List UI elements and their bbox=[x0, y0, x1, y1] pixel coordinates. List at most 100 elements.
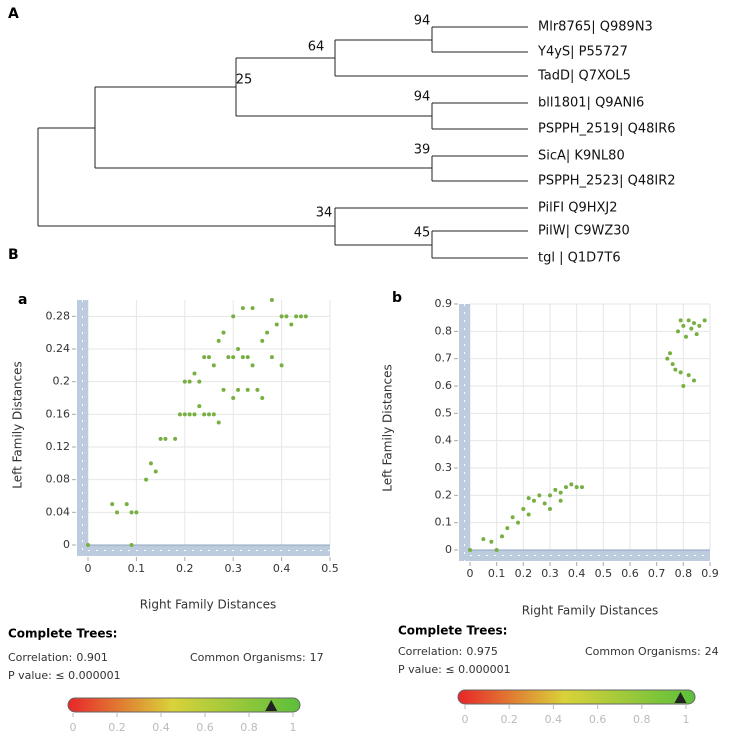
color-scale bbox=[67, 697, 301, 713]
y-tick-label: 0.3 bbox=[435, 461, 453, 474]
point bbox=[279, 363, 284, 368]
summary-heading: Complete Trees: bbox=[8, 627, 117, 641]
point bbox=[245, 355, 250, 360]
plot-area bbox=[470, 304, 710, 550]
point bbox=[115, 510, 120, 515]
scale-tick-label: 0.4 bbox=[152, 721, 170, 734]
x-tick-label: 0.5 bbox=[595, 567, 613, 580]
dendrogram bbox=[37, 26, 528, 259]
point bbox=[537, 493, 542, 498]
point bbox=[694, 332, 699, 337]
point bbox=[269, 355, 274, 360]
point bbox=[158, 436, 163, 441]
point bbox=[548, 507, 552, 511]
scale-tick-label: 0.8 bbox=[633, 713, 651, 726]
correlation-value: 0.975 bbox=[466, 645, 498, 658]
bootstrap: 94 bbox=[414, 14, 431, 29]
y-tick-label: 0.9 bbox=[435, 297, 453, 310]
point bbox=[505, 526, 510, 531]
y-tick-label: 0.4 bbox=[435, 434, 453, 447]
point bbox=[468, 548, 472, 552]
point bbox=[702, 318, 707, 323]
scale-tick-label: 1 bbox=[290, 721, 297, 734]
leaf-label: Mlr8765| Q989N3 bbox=[538, 20, 653, 35]
point bbox=[526, 496, 531, 501]
correlation: Correlation: 0.901 bbox=[8, 651, 108, 664]
point bbox=[240, 355, 245, 360]
y-tick-label: 0 bbox=[445, 543, 452, 556]
point bbox=[202, 355, 207, 360]
scale-tick-label: 0 bbox=[462, 713, 469, 726]
point bbox=[580, 485, 584, 490]
point bbox=[192, 371, 197, 376]
x-tick-label: 0.7 bbox=[648, 567, 666, 580]
y-tick-label: 0.5 bbox=[435, 406, 453, 419]
correlation: Correlation: 0.975 bbox=[398, 645, 498, 658]
y-tick-label: 0.04 bbox=[46, 505, 71, 518]
point bbox=[129, 510, 134, 515]
point bbox=[676, 329, 680, 334]
point bbox=[197, 379, 202, 384]
point bbox=[260, 396, 265, 400]
point bbox=[692, 321, 696, 326]
panel-label: B bbox=[8, 247, 19, 263]
x-tick-label: 0.2 bbox=[176, 562, 194, 575]
y-tick-label: 0.08 bbox=[46, 473, 71, 486]
point bbox=[686, 318, 691, 323]
y-tick-label: 0.7 bbox=[435, 352, 453, 365]
point bbox=[678, 318, 683, 323]
subpanel-label: b bbox=[392, 290, 402, 306]
y-tick-label: 0 bbox=[63, 538, 70, 551]
point bbox=[516, 520, 520, 525]
summary-heading: Complete Trees: bbox=[398, 624, 507, 638]
x-tick-label: 0.4 bbox=[568, 567, 586, 580]
point bbox=[689, 326, 694, 331]
leaf-label: PilW| C9WZ30 bbox=[538, 224, 630, 239]
point bbox=[298, 314, 303, 319]
correlation-label: Correlation: bbox=[398, 645, 462, 658]
point bbox=[260, 338, 265, 343]
bootstrap: 34 bbox=[316, 206, 333, 221]
point bbox=[265, 330, 270, 335]
x-tick-label: 0.4 bbox=[273, 562, 291, 575]
x-tick-label: 0.3 bbox=[541, 567, 559, 580]
point bbox=[134, 510, 139, 515]
scale-tick-label: 0.2 bbox=[500, 713, 518, 726]
point bbox=[665, 356, 670, 361]
point bbox=[231, 396, 236, 400]
point bbox=[148, 461, 153, 466]
y-tick-label: 0.8 bbox=[435, 324, 453, 337]
leaf-label: PSPPH_2519| Q48IR6 bbox=[538, 122, 676, 137]
point bbox=[177, 412, 182, 417]
y-tick-label: 0.12 bbox=[46, 440, 71, 453]
y-tick-label: 0.1 bbox=[435, 516, 453, 529]
point bbox=[231, 314, 236, 319]
point bbox=[110, 502, 115, 507]
point bbox=[289, 322, 294, 327]
x-axis-label: Right Family Distances bbox=[522, 604, 659, 618]
x-tick-label: 0.6 bbox=[621, 567, 639, 580]
point bbox=[153, 469, 158, 474]
organisms: Common Organisms: 17 bbox=[190, 651, 324, 664]
point bbox=[678, 370, 683, 375]
x-tick-label: 0 bbox=[85, 562, 92, 575]
point bbox=[494, 548, 499, 552]
scale-tick-label: 0 bbox=[70, 721, 77, 734]
point bbox=[564, 485, 568, 490]
x-tick-label: 0 bbox=[467, 567, 474, 580]
bootstrap: 64 bbox=[308, 40, 325, 55]
point bbox=[226, 355, 231, 360]
point bbox=[192, 412, 197, 417]
point bbox=[124, 502, 129, 507]
scale-tick-label: 0.6 bbox=[196, 721, 214, 734]
y-tick-label: 0.2 bbox=[435, 488, 453, 501]
point bbox=[526, 512, 531, 517]
point bbox=[163, 436, 168, 441]
point bbox=[686, 373, 691, 378]
leaf-label: SicA| K9NL80 bbox=[538, 149, 625, 164]
y-tick-label: 0.6 bbox=[435, 379, 453, 392]
point bbox=[129, 543, 134, 547]
point bbox=[558, 498, 563, 503]
scale-tick-label: 0.8 bbox=[240, 721, 258, 734]
point bbox=[236, 387, 241, 392]
